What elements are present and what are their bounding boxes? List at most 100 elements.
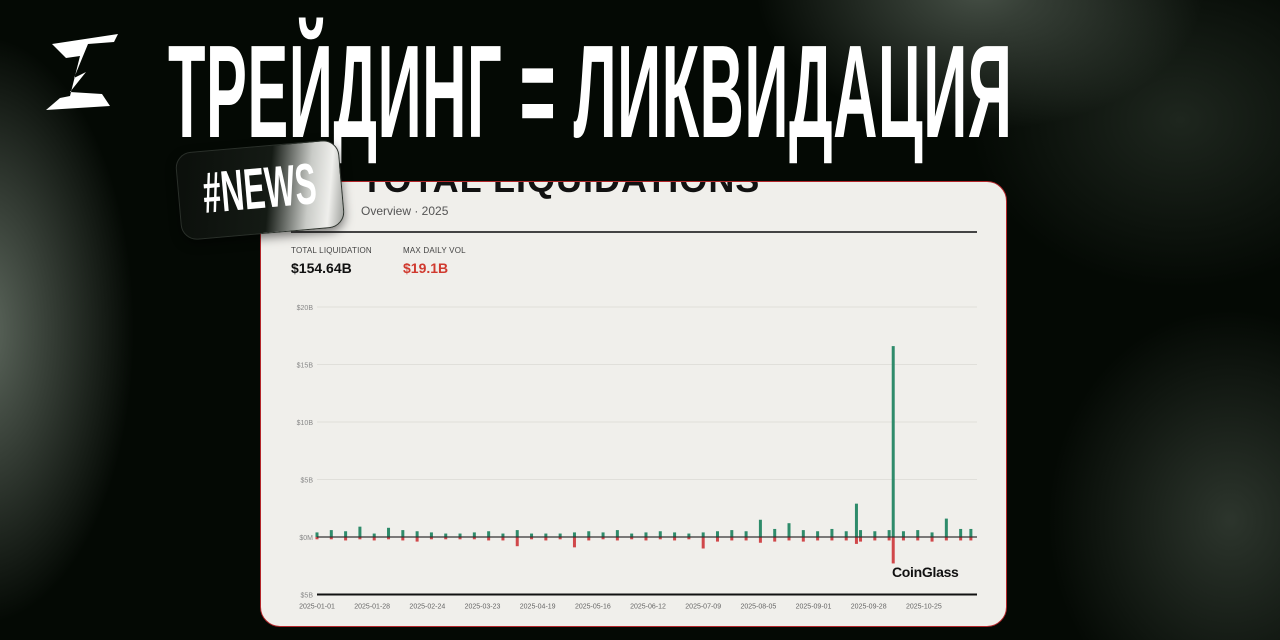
- y-tick-label: $0M: [299, 535, 313, 542]
- bar-long: [844, 531, 848, 537]
- bar-long: [830, 528, 834, 537]
- bar-long: [601, 532, 605, 537]
- bar-long: [587, 531, 591, 537]
- bar-short: [444, 537, 448, 540]
- bar-short: [415, 537, 419, 542]
- bar-short: [372, 537, 376, 541]
- bar-short: [329, 537, 333, 540]
- bar-long: [744, 531, 748, 537]
- bar-long: [615, 530, 619, 537]
- bar-short: [615, 537, 619, 541]
- bar-short: [587, 537, 591, 541]
- y-tick-label: $20B: [297, 305, 314, 312]
- bar-long: [901, 531, 905, 537]
- bar-short: [873, 537, 877, 541]
- bar-long: [644, 532, 648, 537]
- bar-long: [429, 532, 433, 537]
- y-tick-label: $10B: [297, 420, 314, 427]
- bar-short: [773, 537, 777, 542]
- bar-long: [501, 533, 505, 537]
- bar-short: [472, 537, 476, 540]
- bar-short: [658, 537, 662, 540]
- x-tick-label: 2025-03-23: [465, 604, 501, 611]
- bar-short: [758, 537, 762, 543]
- bar-long: [891, 346, 895, 537]
- bar-long: [930, 532, 934, 537]
- bar-long: [701, 532, 705, 537]
- bar-long: [544, 533, 548, 537]
- bar-short: [530, 537, 534, 540]
- bar-long: [773, 528, 777, 537]
- coinglass-watermark: CoinGlass: [892, 564, 959, 580]
- bar-short: [358, 537, 362, 540]
- bar-short: [544, 537, 548, 541]
- bar-short: [901, 537, 905, 541]
- bar-short: [844, 537, 848, 541]
- bar-short: [701, 537, 705, 549]
- bar-long: [487, 531, 491, 537]
- bar-long: [658, 531, 662, 537]
- x-tick-label: 2025-08-05: [740, 604, 776, 611]
- bar-long: [687, 533, 691, 537]
- x-tick-label: 2025-10-25: [906, 604, 942, 611]
- bar-long: [887, 530, 891, 537]
- bar-short: [859, 537, 863, 542]
- bar-short: [515, 537, 519, 547]
- bar-short: [830, 537, 834, 541]
- bar-long: [959, 528, 963, 537]
- stat-label: MAX DAILY VOL: [403, 246, 466, 255]
- bar-short: [673, 537, 677, 541]
- y-tick-label: $5B: [301, 478, 314, 485]
- bar-long: [630, 533, 634, 537]
- bar-short: [854, 537, 858, 544]
- bar-short: [930, 537, 934, 542]
- bar-long: [372, 533, 376, 537]
- x-tick-label: 2025-01-28: [354, 604, 390, 611]
- bar-short: [816, 537, 820, 541]
- bar-short: [744, 537, 748, 541]
- bar-long: [329, 530, 333, 537]
- bar-long: [758, 519, 762, 537]
- bar-short: [969, 537, 973, 541]
- bar-short: [558, 537, 562, 540]
- bar-short: [630, 537, 634, 540]
- x-tick-label: 2025-05-16: [575, 604, 611, 611]
- bar-long: [315, 532, 319, 537]
- divider: [291, 231, 977, 233]
- bar-short: [572, 537, 576, 548]
- bar-long: [944, 518, 948, 537]
- bar-long: [515, 530, 519, 537]
- bar-long: [415, 531, 419, 537]
- bar-short: [487, 537, 491, 541]
- headline: ТРЕЙДИНГ = ЛИКВИДАЦИЯ: [168, 18, 1013, 165]
- stat-value: $19.1B: [403, 260, 449, 276]
- stat-total-liquidation: TOTAL LIQUIDATION $154.64B: [291, 246, 372, 276]
- bar-long: [401, 530, 405, 537]
- bar-long: [444, 533, 448, 537]
- bar-long: [558, 533, 562, 537]
- bar-long: [854, 503, 858, 537]
- bar-short: [891, 537, 895, 564]
- bar-long: [387, 527, 391, 537]
- x-tick-label: 2025-09-28: [851, 604, 887, 611]
- bar-long: [916, 530, 920, 537]
- bar-short: [644, 537, 648, 541]
- card-title: TOTAL LIQUIDATIONS: [361, 182, 760, 200]
- bar-short: [730, 537, 734, 541]
- bar-short: [787, 537, 791, 541]
- bar-long: [673, 532, 677, 537]
- bar-short: [916, 537, 920, 541]
- bar-short: [887, 537, 891, 541]
- bar-short: [501, 537, 505, 541]
- liquidation-chart-card: TOTAL LIQUIDATIONS Overview · 2025 TOTAL…: [260, 181, 1007, 627]
- card-subtitle: Overview · 2025: [361, 204, 449, 218]
- bar-long: [572, 532, 576, 537]
- bar-long: [358, 526, 362, 537]
- bar-short: [687, 537, 691, 540]
- bar-long: [787, 523, 791, 537]
- bar-short: [387, 537, 391, 540]
- bar-long: [472, 532, 476, 537]
- x-tick-label: 2025-01-01: [299, 604, 335, 611]
- bar-long: [816, 531, 820, 537]
- badge-label: #NEWS: [200, 151, 319, 226]
